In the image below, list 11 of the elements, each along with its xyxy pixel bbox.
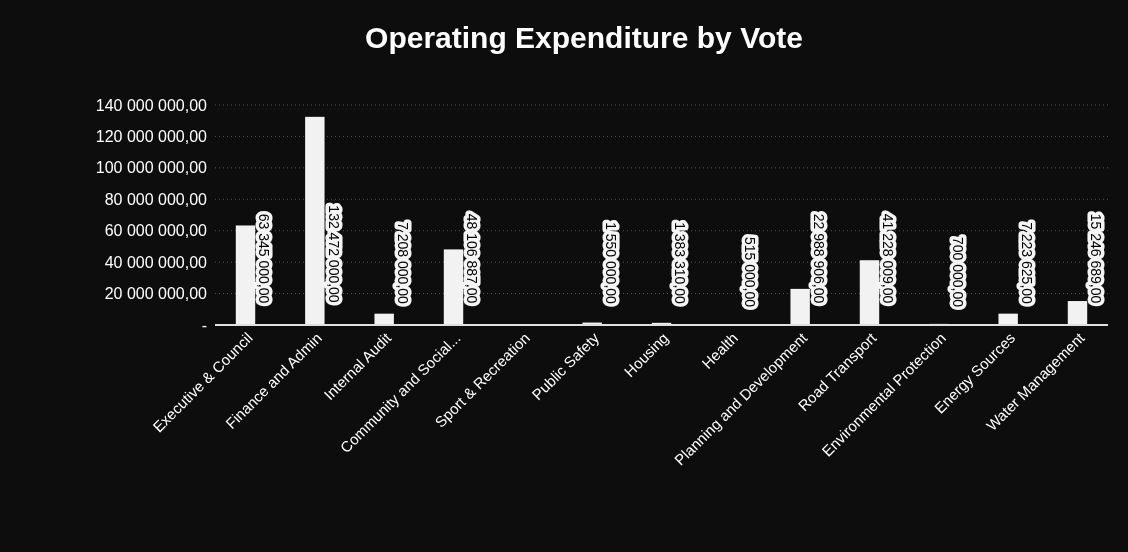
y-tick-label: 100 000 000,00 bbox=[95, 159, 208, 177]
y-tick-label: 20 000 000,00 bbox=[104, 285, 208, 303]
chart-title: Operating Expenditure by Vote bbox=[365, 21, 803, 54]
y-tick-label: 40 000 000,00 bbox=[104, 253, 208, 271]
y-tick-label: 60 000 000,00 bbox=[104, 222, 208, 240]
y-tick-label: 120 000 000,00 bbox=[95, 128, 208, 146]
data-label: 700 000,00 bbox=[949, 236, 966, 308]
y-tick-label: 140 000 000,00 bbox=[95, 96, 208, 114]
y-tick-label: 80 000 000,00 bbox=[104, 190, 208, 208]
data-label: 515 000,00 bbox=[741, 236, 758, 308]
y-tick-label: - bbox=[201, 316, 207, 334]
